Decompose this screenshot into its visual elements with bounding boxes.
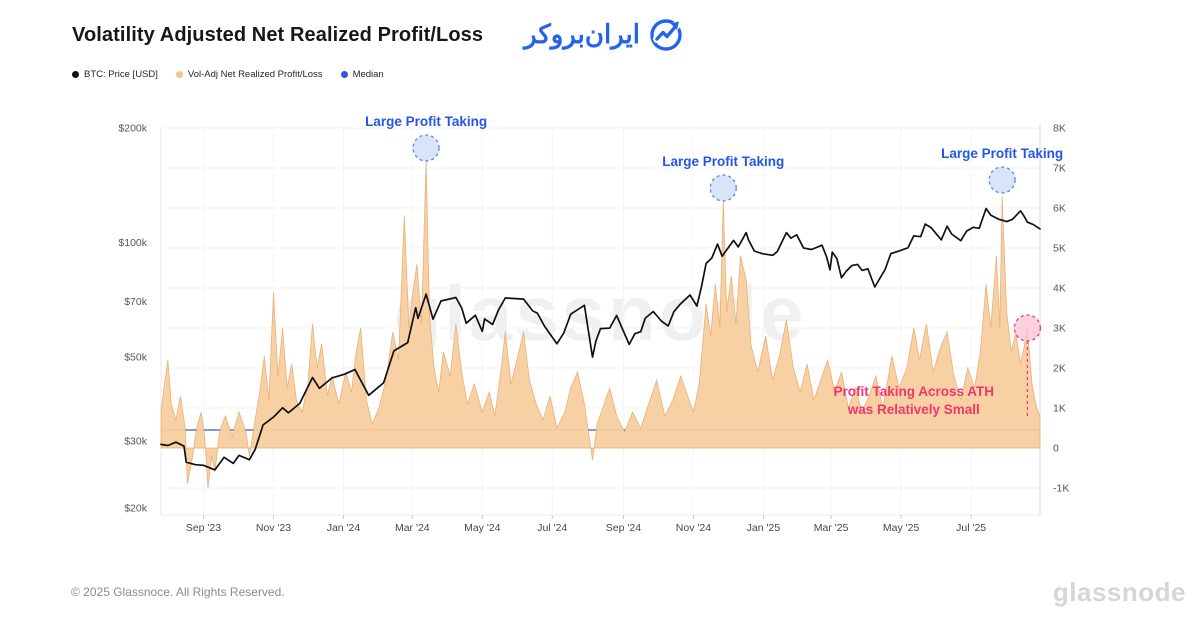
- right-axis-label: 5K: [1053, 243, 1066, 255]
- x-axis-label: Sep '24: [606, 522, 641, 534]
- x-axis-label: May '24: [464, 522, 501, 534]
- right-axis-label: 6K: [1053, 203, 1066, 215]
- large-profit-taking-circle: [412, 134, 440, 162]
- right-axis-label: -1K: [1053, 483, 1069, 495]
- right-axis-label: 1K: [1053, 403, 1066, 415]
- iranbroker-logo: ایران‌بروکر: [524, 14, 686, 54]
- ath-note-circle: [1013, 314, 1042, 342]
- page-title: Volatility Adjusted Net Realized Profit/…: [72, 24, 484, 46]
- x-axis-label: Jul '25: [956, 522, 986, 534]
- iranbroker-logo-text: ایران‌بروکر: [524, 19, 640, 49]
- btc-price-dot-icon: [72, 71, 79, 78]
- footer-copyright: © 2025 Glassnoce. All Rights Reserved.: [71, 585, 285, 599]
- large-profit-taking-circle: [988, 166, 1016, 194]
- legend-label-btc-price: BTC: Price [USD]: [84, 69, 158, 80]
- left-axis-label: $30k: [124, 436, 148, 448]
- large-profit-taking-label: Large Profit Taking: [941, 146, 1063, 161]
- vol-adj-dot-icon: [175, 71, 183, 78]
- x-axis-label: Nov '24: [676, 522, 711, 534]
- right-axis-label: 3K: [1053, 323, 1066, 335]
- legend-item-median[interactable]: Median: [340, 69, 384, 80]
- right-axis-label: 4K: [1053, 283, 1066, 295]
- right-axis-label: 7K: [1053, 163, 1066, 175]
- right-axis-label: 8K: [1053, 123, 1066, 135]
- right-axis-label: 2K: [1053, 363, 1066, 375]
- large-profit-taking-circle: [709, 174, 737, 202]
- vol-adj-nrpl-area: [160, 159, 1041, 489]
- left-axis-label: $70k: [124, 296, 148, 308]
- legend-label-vol-adj-nrpl: Vol-Adj Net Realized Profit/Loss: [187, 69, 323, 80]
- ath-note-line1: Profit Taking Across ATH: [834, 384, 995, 399]
- chart-legend: BTC: Price [USD] Vol-Adj Net Realized Pr…: [72, 69, 384, 80]
- median-dot-icon: [340, 71, 348, 78]
- left-axis-label: $100k: [118, 237, 147, 249]
- glassnode-footer-logo: glassnode: [1052, 577, 1186, 607]
- right-axis-label: 0: [1053, 443, 1059, 455]
- x-axis-label: Mar '24: [395, 522, 430, 534]
- btc-price-line: [160, 207, 1041, 471]
- x-axis-label: Nov '23: [256, 522, 291, 534]
- left-axis-label: $200k: [118, 123, 147, 135]
- legend-item-vol-adj-nrpl[interactable]: Vol-Adj Net Realized Profit/Loss: [175, 69, 323, 80]
- x-axis-label: Jul '24: [537, 522, 567, 534]
- x-axis-label: Jan '25: [747, 522, 781, 534]
- ath-note-line2: was Relatively Small: [847, 402, 980, 417]
- large-profit-taking-label: Large Profit Taking: [365, 114, 487, 129]
- legend-label-median: Median: [352, 69, 384, 80]
- iranbroker-logo-icon: [650, 19, 682, 51]
- large-profit-taking-label: Large Profit Taking: [662, 154, 784, 169]
- x-axis-label: Mar '25: [814, 522, 849, 534]
- x-axis-label: May '25: [883, 522, 920, 534]
- left-axis-label: $20k: [124, 503, 148, 515]
- x-axis-label: Sep '23: [186, 522, 221, 534]
- x-axis-label: Jan '24: [327, 522, 361, 534]
- left-axis-label: $50k: [124, 351, 148, 363]
- legend-item-btc-price[interactable]: BTC: Price [USD]: [72, 69, 158, 80]
